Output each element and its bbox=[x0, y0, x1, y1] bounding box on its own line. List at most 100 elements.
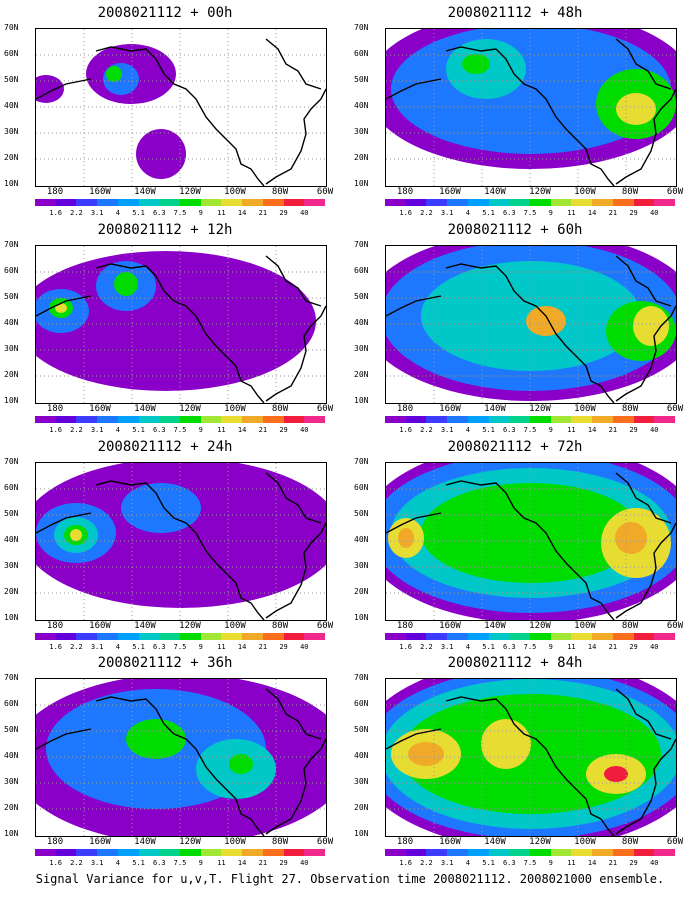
colorbar-swatch bbox=[509, 416, 531, 423]
colorbar-label: 14 bbox=[237, 426, 247, 434]
panel-title: 2008021112 + 24h bbox=[97, 439, 233, 455]
lat-tick-label: 60N bbox=[354, 49, 369, 58]
coastline bbox=[615, 38, 672, 90]
colorbar-label: 29 bbox=[629, 643, 638, 651]
colorbar-label: 21 bbox=[258, 859, 268, 867]
colorbar-swatch bbox=[592, 849, 613, 856]
colorbar-label: 5.1 bbox=[482, 209, 495, 217]
colorbar-label: 5.1 bbox=[482, 859, 495, 867]
colorbar-label: 1.6 bbox=[49, 643, 63, 651]
colorbar-label: 2.2 bbox=[420, 859, 433, 867]
colorbar-label: 1.6 bbox=[399, 209, 413, 217]
colorbar-swatch bbox=[180, 849, 201, 856]
variance-contour bbox=[398, 528, 414, 548]
colorbar-swatch bbox=[405, 416, 427, 423]
map-panel: 2008021112 + 84h 70N 60N 50N 40N 30N 20N 10N 180… bbox=[350, 655, 684, 870]
lon-tick-label: 180 bbox=[396, 621, 414, 631]
lat-tick-label: 50N bbox=[4, 725, 19, 734]
lat-tick-label: 20N bbox=[354, 803, 369, 812]
colorbar-label: 2.2 bbox=[420, 426, 433, 434]
colorbar-swatch bbox=[283, 199, 305, 206]
colorbar-label: 4 bbox=[465, 859, 470, 867]
colorbar-label: 21 bbox=[608, 209, 618, 217]
colorbar-swatch bbox=[592, 416, 613, 423]
colorbar-label: 5.1 bbox=[132, 643, 145, 651]
lon-tick-label: 140W bbox=[134, 187, 156, 197]
lat-tick-label: 70N bbox=[354, 457, 369, 466]
coastline bbox=[95, 263, 265, 403]
variance-contour bbox=[55, 303, 67, 313]
lat-tick-label: 70N bbox=[354, 23, 369, 32]
colorbar-label: 5.1 bbox=[132, 426, 145, 434]
variance-contour bbox=[70, 529, 82, 541]
colorbar-swatch bbox=[654, 633, 676, 640]
colorbar bbox=[385, 416, 676, 423]
colorbar-swatch bbox=[97, 199, 118, 206]
colorbar-label: 6.3 bbox=[502, 859, 516, 867]
colorbar-label: 3.1 bbox=[440, 859, 454, 867]
lat-tick-label: 10N bbox=[4, 613, 19, 622]
coastline bbox=[615, 88, 676, 185]
colorbar-label: 9 bbox=[548, 209, 553, 217]
variance-contour bbox=[136, 129, 186, 179]
lon-tick-label: 80W bbox=[621, 404, 639, 414]
colorbar-swatch bbox=[76, 633, 98, 640]
variance-contour bbox=[114, 272, 138, 296]
lat-tick-label: 70N bbox=[4, 457, 19, 466]
lat-tick-label: 30N bbox=[354, 344, 369, 353]
colorbar-label: 5.1 bbox=[482, 643, 495, 651]
colorbar-swatch bbox=[571, 416, 593, 423]
colorbar-label: 6.3 bbox=[152, 209, 166, 217]
lat-tick-label: 20N bbox=[4, 370, 19, 379]
figure-caption: Signal Variance for u,v,T. Flight 27. Ob… bbox=[35, 872, 665, 886]
map-panel: 2008021112 + 00h 70N 60N 50N 40N 30N 20N 10N 180… bbox=[0, 5, 333, 220]
lon-tick-label: 100W bbox=[574, 621, 596, 631]
lat-tick-label: 10N bbox=[4, 179, 19, 188]
lat-tick-label: 20N bbox=[354, 153, 369, 162]
colorbar-swatch bbox=[592, 199, 613, 206]
variance-map bbox=[385, 678, 677, 837]
lon-tick-label: 80W bbox=[621, 621, 639, 631]
lat-tick-label: 40N bbox=[4, 318, 19, 327]
lat-tick-label: 50N bbox=[4, 75, 19, 84]
colorbar-swatch bbox=[488, 416, 510, 423]
lat-tick-label: 40N bbox=[4, 751, 19, 760]
colorbar-label: 9 bbox=[198, 643, 203, 651]
map-svg bbox=[36, 679, 326, 836]
colorbar-label: 40 bbox=[300, 643, 309, 651]
colorbar-label: 3.1 bbox=[90, 426, 104, 434]
colorbar-label: 40 bbox=[300, 209, 309, 217]
colorbar-swatch bbox=[304, 849, 326, 856]
lon-tick-label: 180 bbox=[396, 404, 414, 414]
lat-tick-label: 50N bbox=[354, 292, 369, 301]
panel-title: 2008021112 + 84h bbox=[447, 655, 583, 671]
lat-tick-label: 10N bbox=[4, 829, 19, 838]
lon-tick-label: 80W bbox=[271, 404, 289, 414]
colorbar-label: 6.3 bbox=[152, 426, 166, 434]
colorbar-swatch bbox=[633, 199, 655, 206]
colorbar-label: 1.6 bbox=[399, 643, 413, 651]
colorbar-swatch bbox=[180, 199, 201, 206]
coastline bbox=[386, 728, 442, 750]
lon-tick-label: 60W bbox=[666, 837, 684, 847]
variance-map bbox=[385, 462, 677, 621]
variance-contour bbox=[615, 522, 647, 554]
colorbar-label: 40 bbox=[300, 426, 309, 434]
lat-tick-label: 50N bbox=[4, 292, 19, 301]
colorbar-label: 2.2 bbox=[70, 643, 83, 651]
colorbar-swatch bbox=[488, 633, 510, 640]
colorbar-label: 9 bbox=[198, 209, 203, 217]
colorbar-swatch bbox=[467, 849, 489, 856]
lat-tick-label: 70N bbox=[4, 240, 19, 249]
variance-contour bbox=[408, 742, 444, 766]
colorbar-label: 3.1 bbox=[90, 643, 104, 651]
variance-map bbox=[35, 462, 327, 621]
colorbar-label: 11 bbox=[217, 859, 226, 867]
colorbar-swatch bbox=[571, 633, 593, 640]
coastline bbox=[265, 305, 326, 402]
colorbar-label: 9 bbox=[548, 426, 553, 434]
lon-tick-label: 140W bbox=[484, 837, 506, 847]
colorbar-swatch bbox=[488, 199, 510, 206]
colorbar-label: 4 bbox=[115, 859, 120, 867]
colorbar-swatch bbox=[283, 416, 305, 423]
